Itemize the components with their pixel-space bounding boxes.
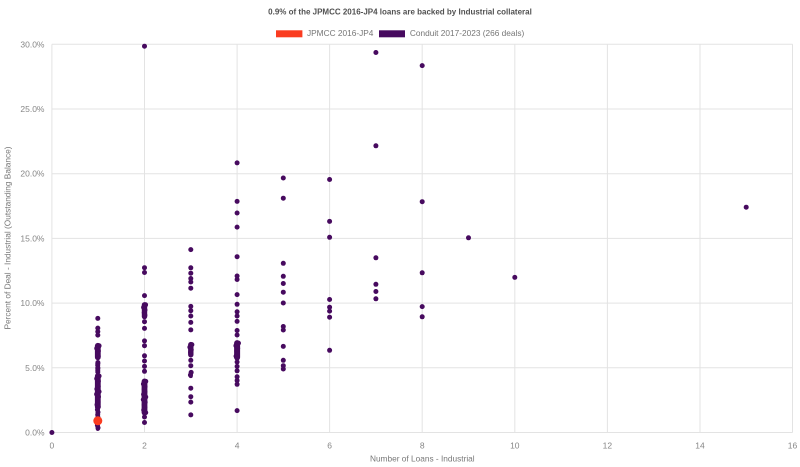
svg-text:Percent of Deal - Industrial (: Percent of Deal - Industrial (Outstandin… bbox=[3, 146, 13, 329]
svg-text:0.0%: 0.0% bbox=[25, 428, 45, 438]
svg-text:5.0%: 5.0% bbox=[25, 363, 45, 373]
svg-text:30.0%: 30.0% bbox=[20, 39, 45, 49]
svg-text:10: 10 bbox=[510, 441, 520, 451]
svg-text:8: 8 bbox=[420, 441, 425, 451]
svg-text:0: 0 bbox=[50, 441, 55, 451]
svg-text:6: 6 bbox=[327, 441, 332, 451]
svg-text:2: 2 bbox=[142, 441, 147, 451]
svg-text:25.0%: 25.0% bbox=[20, 104, 45, 114]
svg-text:16: 16 bbox=[788, 441, 798, 451]
svg-text:15.0%: 15.0% bbox=[20, 233, 45, 243]
svg-text:10.0%: 10.0% bbox=[20, 298, 45, 308]
svg-text:0.9% of the JPMCC 2016-JP4 loa: 0.9% of the JPMCC 2016-JP4 loans are bac… bbox=[268, 8, 532, 17]
svg-text:20.0%: 20.0% bbox=[20, 169, 45, 179]
svg-text:Conduit 2017-2023 (266 deals): Conduit 2017-2023 (266 deals) bbox=[410, 28, 525, 38]
svg-text:12: 12 bbox=[603, 441, 613, 451]
svg-text:4: 4 bbox=[235, 441, 240, 451]
svg-text:JPMCC 2016-JP4: JPMCC 2016-JP4 bbox=[307, 28, 374, 38]
svg-text:Number of Loans - Industrial: Number of Loans - Industrial bbox=[370, 453, 475, 463]
svg-text:14: 14 bbox=[695, 441, 705, 451]
